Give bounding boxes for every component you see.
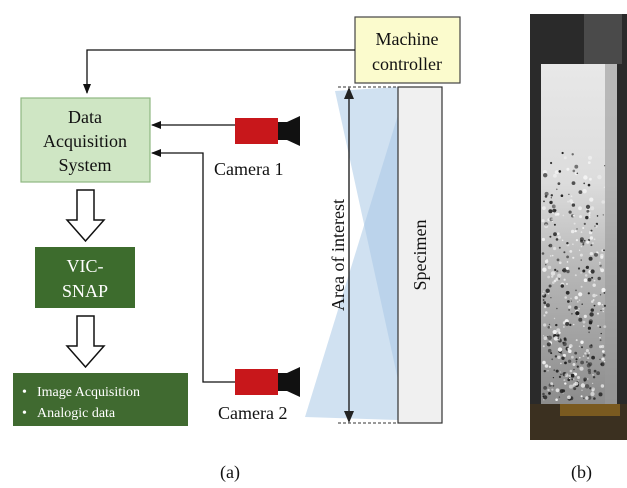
caption-b: (b): [571, 462, 592, 483]
camera2-icon: [235, 367, 300, 397]
das-to-vic-arrow: [65, 189, 106, 243]
area-arrow-up: [344, 87, 354, 99]
camera2-to-das-arrow: [151, 149, 235, 383]
das-line1: Data: [68, 107, 102, 127]
specimen-label: Specimen: [410, 220, 430, 291]
camera1-icon: [235, 116, 300, 146]
area-of-interest-label: Area of interest: [328, 199, 348, 311]
machine-controller-box: [354, 16, 461, 84]
vic-snap-box: [35, 247, 135, 308]
output-item-1: Image Acquisition: [37, 385, 140, 400]
camera2-label: Camera 2: [218, 403, 287, 423]
photo-lower-plate: [560, 404, 620, 416]
panel-b-photo: (b): [530, 14, 627, 483]
photo-specimen-edge: [605, 64, 617, 404]
output-bullet-2: •: [22, 406, 27, 421]
area-arrow-down: [344, 411, 354, 423]
specimen: [397, 86, 443, 424]
machine-controller-line1: Machine: [376, 29, 439, 49]
photo-speckle-pattern: [541, 151, 607, 402]
camera1-label: Camera 1: [214, 159, 283, 179]
outputs-box: [13, 373, 188, 426]
output-bullet-1: •: [22, 385, 27, 400]
camera2-field-of-view: [305, 115, 398, 420]
vic-to-output-arrow: [65, 315, 106, 369]
das-line3: System: [58, 155, 111, 175]
output-item-2: Analogic data: [37, 406, 116, 421]
das-line2: Acquisition: [43, 131, 127, 151]
machine-controller-line2: controller: [372, 54, 442, 74]
vic-snap-line1: VIC-: [67, 256, 104, 276]
vic-snap-line2: SNAP: [62, 281, 108, 301]
panel-a: Specimen Area of interest Machine contro…: [13, 16, 461, 483]
controller-to-das-arrow: [83, 49, 355, 94]
data-acquisition-box: [20, 97, 151, 183]
photo-upper-fixture: [584, 14, 622, 64]
caption-a: (a): [220, 462, 240, 483]
